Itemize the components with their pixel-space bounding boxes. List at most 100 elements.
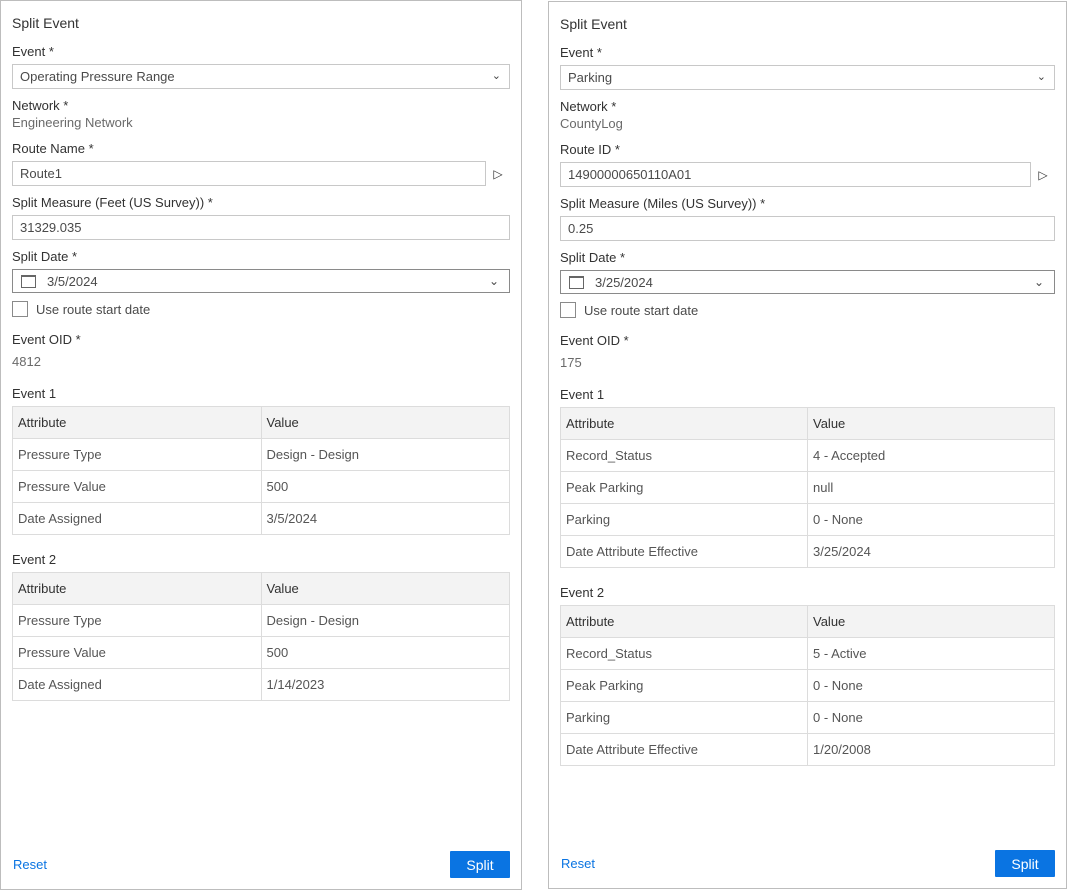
measure-input[interactable]: 31329.035 — [12, 215, 510, 240]
route-input[interactable]: 14900000650110A01 — [560, 162, 1031, 187]
header-attribute: Attribute — [12, 406, 262, 439]
event-section-label: Event 1 — [12, 386, 57, 401]
event-select[interactable]: Operating Pressure Range ⌄ — [12, 64, 510, 89]
date-value: 3/5/2024 — [47, 274, 98, 289]
event-label: Event * — [560, 45, 602, 60]
attribute-cell: Parking — [560, 503, 808, 536]
route-input[interactable]: Route1 — [12, 161, 486, 186]
table-header: Attribute Value — [12, 572, 510, 605]
route-label: Route ID * — [560, 142, 620, 157]
attribute-cell: Pressure Value — [12, 470, 262, 503]
table-row: Pressure Type Design - Design — [12, 604, 510, 637]
table-row: Date Assigned 1/14/2023 — [12, 668, 510, 701]
split-button[interactable]: Split — [995, 850, 1055, 877]
attribute-cell: Date Attribute Effective — [560, 535, 808, 568]
table-row: Peak Parking null — [560, 471, 1055, 504]
event-section-label: Event 2 — [12, 552, 57, 567]
measure-input[interactable]: 0.25 — [560, 216, 1055, 241]
route-start-date-checkbox[interactable] — [12, 301, 28, 317]
header-attribute: Attribute — [12, 572, 262, 605]
event-select-value: Parking — [568, 70, 613, 85]
date-label: Split Date * — [12, 249, 78, 264]
event-attribute-table: Attribute Value Pressure Type Design - Desi… — [12, 572, 510, 701]
network-label: Network * — [560, 99, 617, 114]
attribute-cell: Pressure Value — [12, 636, 262, 669]
split-event-panel-1: Split Event Event * Operating Pressure R… — [0, 0, 522, 890]
attribute-cell: Record_Status — [560, 637, 808, 670]
chevron-down-icon: ⌄ — [491, 70, 501, 82]
value-cell: Design - Design — [260, 604, 510, 637]
event-section-label: Event 2 — [560, 585, 605, 600]
attribute-cell: Date Assigned — [12, 668, 262, 701]
table-row: Parking 0 - None — [560, 503, 1055, 536]
network-label: Network * — [12, 98, 69, 113]
table-row: Peak Parking 0 - None — [560, 669, 1055, 702]
cursor-arrow-icon[interactable]: ▷ — [1038, 167, 1048, 182]
measure-label: Split Measure (Miles (US Survey)) * — [560, 196, 766, 211]
attribute-cell: Pressure Type — [12, 604, 262, 637]
split-event-panel-2: Split Event Event * Parking ⌄ Network * C… — [548, 1, 1067, 889]
header-value: Value — [260, 572, 510, 605]
value-cell: 4 - Accepted — [807, 439, 1055, 472]
date-value: 3/25/2024 — [595, 275, 653, 290]
table-row: Record_Status 4 - Accepted — [560, 439, 1055, 472]
event-attribute-table: Attribute Value Record_Status 4 - Accepted P… — [560, 407, 1055, 568]
table-row: Pressure Type Design - Design — [12, 438, 510, 471]
attribute-cell: Record_Status — [560, 439, 808, 472]
value-cell: 0 - None — [807, 701, 1055, 734]
value-cell: 3/25/2024 — [807, 535, 1055, 568]
attribute-cell: Peak Parking — [560, 669, 808, 702]
attribute-cell: Pressure Type — [12, 438, 262, 471]
attribute-cell: Date Attribute Effective — [560, 733, 808, 766]
table-header: Attribute Value — [560, 605, 1055, 638]
value-cell: 1/14/2023 — [260, 668, 510, 701]
table-row: Date Attribute Effective 1/20/2008 — [560, 733, 1055, 766]
header-attribute: Attribute — [560, 605, 808, 638]
oid-label: Event OID * — [560, 333, 629, 348]
table-header: Attribute Value — [560, 407, 1055, 440]
header-value: Value — [807, 407, 1055, 440]
calendar-icon — [21, 275, 36, 288]
checkbox-label: Use route start date — [584, 302, 699, 318]
event-attribute-table: Attribute Value Record_Status 5 - Active Pea… — [560, 605, 1055, 766]
reset-button[interactable]: Reset — [13, 857, 47, 872]
cursor-arrow-icon[interactable]: ▷ — [493, 166, 503, 181]
header-attribute: Attribute — [560, 407, 808, 440]
value-cell: 5 - Active — [807, 637, 1055, 670]
oid-value: 175 — [560, 355, 582, 370]
route-label: Route Name * — [12, 141, 94, 156]
table-row: Pressure Value 500 — [12, 636, 510, 669]
value-cell: 1/20/2008 — [807, 733, 1055, 766]
date-picker[interactable]: 3/5/2024 ⌄ — [12, 269, 510, 293]
value-cell: 500 — [260, 470, 510, 503]
split-button[interactable]: Split — [450, 851, 510, 878]
value-cell: 0 - None — [807, 503, 1055, 536]
measure-label: Split Measure (Feet (US Survey)) * — [12, 195, 213, 210]
value-cell: Design - Design — [260, 438, 510, 471]
attribute-cell: Peak Parking — [560, 471, 808, 504]
checkbox-label: Use route start date — [36, 301, 151, 317]
date-picker[interactable]: 3/25/2024 ⌄ — [560, 270, 1055, 294]
value-cell: null — [807, 471, 1055, 504]
event-select[interactable]: Parking ⌄ — [560, 65, 1055, 90]
calendar-icon — [569, 276, 584, 289]
table-row: Date Assigned 3/5/2024 — [12, 502, 510, 535]
chevron-down-icon: ⌄ — [1033, 275, 1044, 289]
value-cell: 3/5/2024 — [260, 502, 510, 535]
chevron-down-icon: ⌄ — [488, 274, 499, 288]
oid-label: Event OID * — [12, 332, 81, 347]
panel-title: Split Event — [560, 16, 627, 32]
reset-button[interactable]: Reset — [561, 856, 595, 871]
oid-value: 4812 — [12, 354, 41, 369]
event-select-value: Operating Pressure Range — [20, 69, 175, 84]
table-row: Record_Status 5 - Active — [560, 637, 1055, 670]
event-label: Event * — [12, 44, 54, 59]
event-attribute-table: Attribute Value Pressure Type Design - Desi… — [12, 406, 510, 535]
value-cell: 0 - None — [807, 669, 1055, 702]
table-row: Pressure Value 500 — [12, 470, 510, 503]
date-label: Split Date * — [560, 250, 626, 265]
route-start-date-checkbox[interactable] — [560, 302, 576, 318]
chevron-down-icon: ⌄ — [1036, 71, 1046, 83]
value-cell: 500 — [260, 636, 510, 669]
network-value: Engineering Network — [12, 115, 133, 130]
